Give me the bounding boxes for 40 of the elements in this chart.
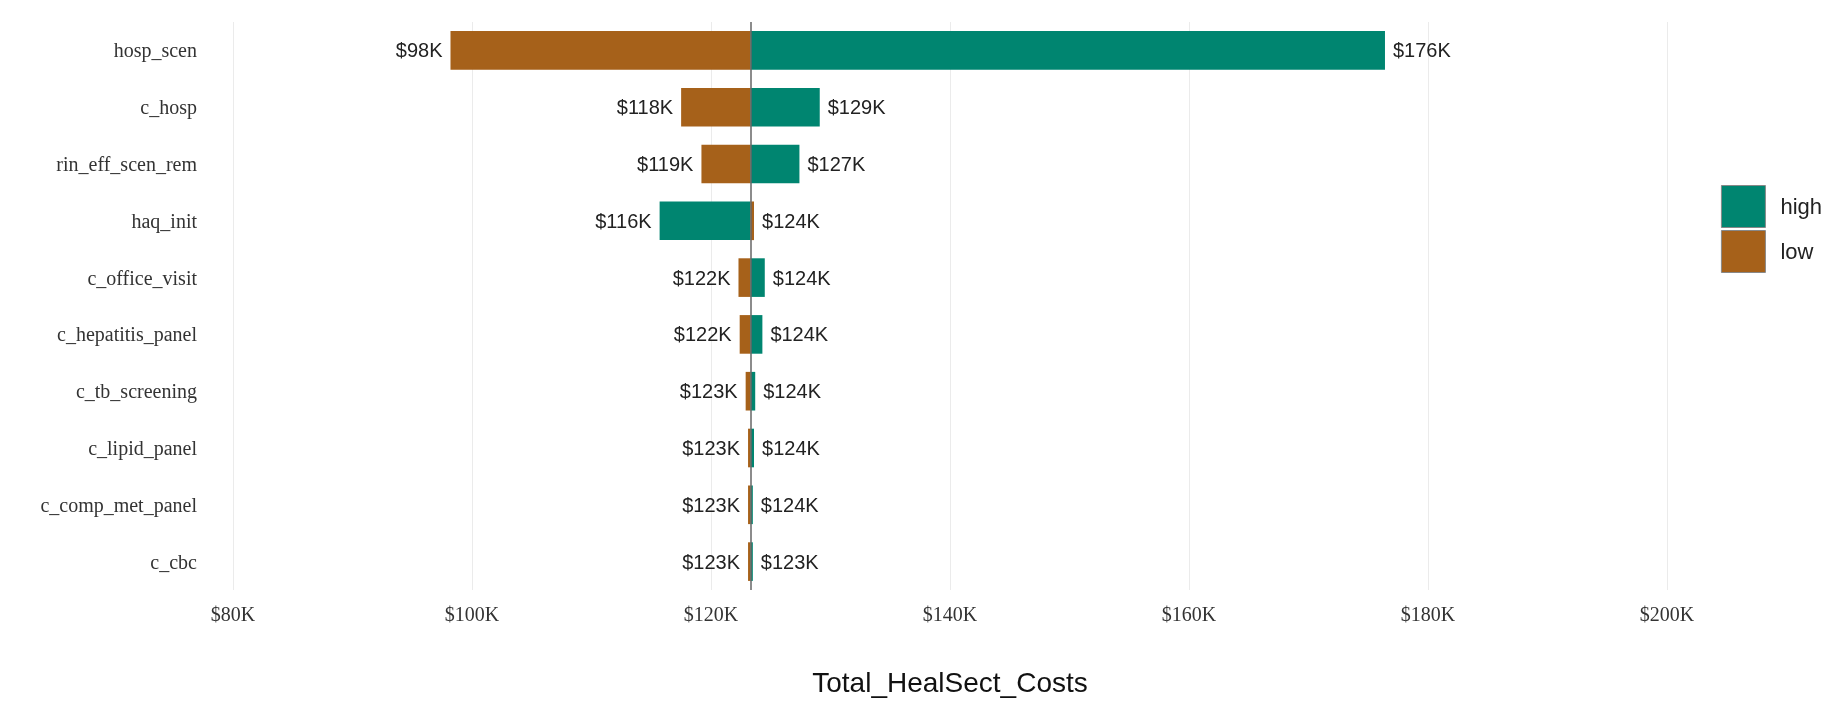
data-label: $127K — [807, 153, 866, 175]
data-label: $123K — [760, 550, 820, 573]
x-tick-label: $100K — [444, 603, 500, 625]
data-label: $124K — [763, 380, 822, 403]
x-tick-label: $160K — [1161, 603, 1217, 625]
data-label: $124K — [772, 266, 832, 289]
data-label: $124K — [762, 209, 821, 232]
x-tick-label: $200K — [1639, 603, 1695, 625]
data-label: $123K — [682, 550, 741, 573]
legend-label: low — [1780, 239, 1814, 264]
data-label: $124K — [762, 437, 821, 459]
y-tick-label: c_cbc — [150, 550, 198, 573]
y-tick-label: rin_eff_scen_rem — [56, 153, 198, 175]
x-tick-label: $80K — [210, 603, 256, 625]
x-axis-title: Total_HealSect_Costs — [812, 666, 1088, 698]
data-label: $129K — [827, 96, 887, 119]
data-label: $116K — [595, 209, 653, 232]
y-tick-label: c_lipid_panel — [88, 437, 198, 460]
x-tick-label: $140K — [922, 603, 978, 625]
y-tick-label: c_hepatitis_panel — [57, 323, 198, 347]
legend-label: high — [1780, 194, 1822, 219]
y-tick-label: c_comp_met_panel — [40, 493, 198, 517]
data-label: $176K — [1392, 39, 1452, 62]
data-label: $123K — [682, 493, 741, 516]
data-label: $123K — [682, 437, 741, 459]
x-tick-label: $180K — [1400, 603, 1456, 625]
data-label: $122K — [672, 266, 732, 289]
data-label: $123K — [679, 380, 739, 403]
data-label: $119K — [637, 153, 695, 175]
y-tick-label: c_office_visit — [87, 266, 198, 289]
y-tick-label: haq_init — [131, 209, 198, 233]
y-tick-label: hosp_scen — [113, 39, 197, 63]
data-label: $124K — [760, 493, 820, 516]
data-label: $122K — [673, 323, 733, 346]
data-label: $98K — [395, 39, 444, 62]
y-tick-label: c_tb_screening — [75, 380, 197, 404]
data-label: $124K — [770, 323, 829, 346]
data-label: $118K — [616, 96, 674, 119]
y-tick-label: c_hosp — [140, 96, 197, 120]
x-tick-label: $120K — [683, 603, 739, 625]
